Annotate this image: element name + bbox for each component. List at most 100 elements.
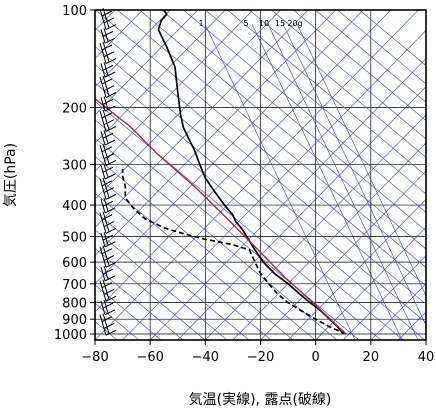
wind-barb bbox=[103, 191, 117, 200]
isotherm-line bbox=[149, 58, 426, 340]
adiabat-line bbox=[249, 10, 426, 158]
wind-barb bbox=[101, 14, 115, 24]
mixing-ratio-label: 15 bbox=[275, 19, 285, 28]
adiabat-line bbox=[183, 10, 426, 213]
x-tick-label: −80 bbox=[81, 350, 108, 365]
isotherm-line bbox=[95, 10, 198, 116]
isotherm-line bbox=[95, 10, 309, 228]
wind-barb bbox=[99, 313, 113, 323]
isotherm-line bbox=[95, 10, 171, 88]
mixing-ratio-label: 10 bbox=[259, 19, 269, 28]
mixing-ratio-labels: 1 5 10 15 20g bbox=[198, 19, 302, 28]
adiabat-line bbox=[337, 10, 426, 85]
reference-lines bbox=[95, 10, 426, 340]
adiabat-line bbox=[95, 10, 426, 287]
isotherm-line bbox=[205, 114, 426, 340]
y-axis-label: 気圧(hPa) bbox=[3, 143, 19, 207]
mixing-ratio-line bbox=[251, 23, 403, 340]
wind-barb bbox=[100, 299, 114, 309]
x-tick-label: −20 bbox=[247, 350, 274, 365]
wind-barb bbox=[100, 96, 114, 105]
isotherm-line bbox=[287, 198, 426, 340]
adiabat-line bbox=[95, 229, 228, 340]
adiabat-line bbox=[95, 192, 272, 340]
wind-barb bbox=[101, 218, 115, 227]
isotherm-line bbox=[95, 10, 226, 144]
isotherm-line bbox=[95, 10, 336, 256]
wind-barb bbox=[101, 320, 115, 329]
wind-barb bbox=[100, 164, 114, 173]
x-tick-label: −60 bbox=[136, 350, 163, 365]
y-tick-label: 700 bbox=[62, 278, 87, 293]
adiabat-line bbox=[293, 10, 426, 122]
adiabat-line bbox=[95, 156, 316, 340]
wind-barb bbox=[102, 204, 116, 214]
y-tick-label: 600 bbox=[62, 256, 87, 271]
wind-barb bbox=[99, 109, 113, 119]
adiabat-line bbox=[161, 10, 426, 232]
y-tick-label: 200 bbox=[62, 102, 87, 117]
wind-barb bbox=[99, 143, 113, 153]
isotherm-line bbox=[315, 226, 426, 340]
adiabat-line bbox=[95, 82, 404, 340]
wind-barb bbox=[102, 136, 116, 146]
mixing-ratio-line bbox=[267, 23, 419, 340]
wind-barb bbox=[102, 238, 116, 248]
wind-barb bbox=[100, 130, 114, 139]
wind-barb bbox=[101, 150, 115, 160]
wind-barb bbox=[100, 231, 114, 241]
wind-barb bbox=[100, 62, 114, 71]
adiabat-line bbox=[95, 27, 426, 305]
x-tick-label: −40 bbox=[192, 350, 219, 365]
wind-barb bbox=[103, 89, 117, 98]
wind-barb bbox=[103, 123, 117, 132]
wind-barb bbox=[103, 259, 117, 268]
mixing-ratio-label: 20g bbox=[287, 19, 302, 28]
mixing-ratio-line bbox=[296, 23, 426, 297]
mixing-ratio-label: 5 bbox=[243, 19, 248, 28]
wind-barb bbox=[103, 225, 117, 234]
isotherm-line bbox=[343, 255, 426, 340]
wind-barb bbox=[99, 211, 113, 221]
mixing-ratio-label: 1 bbox=[198, 19, 203, 28]
wind-barb bbox=[103, 21, 117, 31]
y-tick-label: 100 bbox=[62, 4, 87, 19]
adiabat-line bbox=[315, 10, 426, 103]
wind-barb bbox=[103, 327, 117, 336]
isotherm-line bbox=[232, 142, 426, 340]
adiabat-line bbox=[95, 266, 184, 340]
isotherm-line bbox=[260, 170, 426, 340]
wind-barbs bbox=[99, 7, 117, 336]
wind-barb bbox=[101, 286, 115, 295]
series-line-0 bbox=[157, 10, 344, 335]
wind-barb bbox=[102, 35, 116, 44]
wind-barb bbox=[102, 170, 116, 180]
adiabat-line bbox=[139, 10, 426, 250]
wind-barb bbox=[102, 306, 116, 316]
wind-barb bbox=[100, 265, 114, 275]
x-tick-label: 20 bbox=[363, 350, 380, 365]
wind-barb bbox=[99, 279, 113, 289]
wind-barb bbox=[101, 82, 115, 92]
series-line-2 bbox=[95, 98, 347, 335]
wind-barb bbox=[100, 28, 114, 37]
wind-barb bbox=[101, 116, 115, 126]
wind-barb bbox=[103, 157, 117, 166]
wind-barb bbox=[99, 177, 113, 187]
wind-barb bbox=[102, 102, 116, 112]
adiabat-line bbox=[95, 211, 250, 340]
adiabat-line bbox=[95, 247, 206, 340]
isotherm-line bbox=[95, 10, 419, 340]
wind-barb bbox=[102, 272, 116, 282]
x-axis-label: 気温(実線), 露点(破線) bbox=[189, 392, 332, 408]
wind-barb bbox=[99, 245, 113, 255]
x-tick-label: 40 bbox=[418, 350, 435, 365]
y-tick-label: 500 bbox=[62, 230, 87, 245]
wind-barb bbox=[101, 48, 115, 58]
wind-barb bbox=[99, 75, 113, 85]
wind-barb bbox=[101, 184, 115, 194]
isotherm-line bbox=[95, 10, 281, 200]
adiabat-line bbox=[271, 10, 426, 140]
